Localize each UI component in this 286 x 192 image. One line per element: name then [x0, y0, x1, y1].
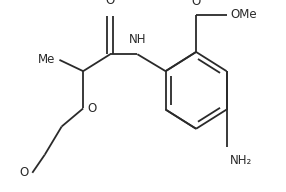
Text: Me: Me: [37, 53, 55, 66]
Text: O: O: [88, 102, 97, 115]
Text: NH₂: NH₂: [230, 154, 252, 167]
Text: OMe: OMe: [230, 8, 257, 21]
Text: O: O: [191, 0, 201, 8]
Text: O: O: [20, 166, 29, 179]
Text: O: O: [106, 0, 115, 7]
Text: NH: NH: [129, 33, 146, 46]
